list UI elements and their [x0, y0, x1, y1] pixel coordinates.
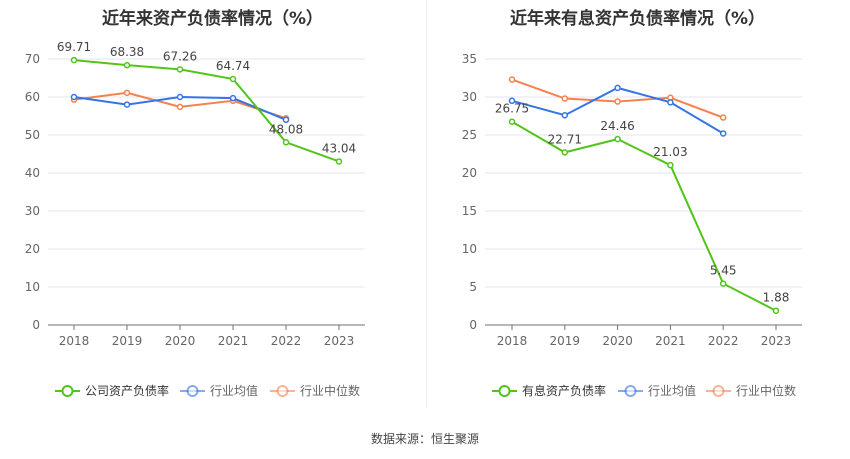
data-point [123, 61, 131, 69]
x-tick-label: 2021 [218, 334, 249, 348]
legend-marker [624, 385, 637, 397]
legend-label: 行业均值 [648, 383, 696, 398]
data-label: 26.75 [495, 102, 529, 116]
chart-title-right: 近年来有息资产负债率情况（%） [509, 9, 766, 29]
x-tick-label: 2021 [655, 334, 686, 348]
legend-label: 行业中位数 [300, 383, 360, 398]
data-label: 21.03 [653, 145, 687, 159]
x-tick-label: 2022 [708, 334, 739, 348]
legend-label: 行业中位数 [736, 383, 796, 398]
y-tick-label: 0 [469, 318, 477, 332]
y-tick-label: 40 [25, 166, 40, 180]
divider [426, 0, 427, 408]
x-tick-label: 2020 [165, 334, 196, 348]
x-tick-label: 2019 [112, 334, 143, 348]
data-point [123, 89, 131, 97]
y-tick-label: 25 [462, 128, 477, 142]
data-point [508, 76, 516, 83]
legend-label: 公司资产负债率 [85, 383, 169, 398]
data-point [719, 114, 727, 121]
data-label: 22.71 [548, 132, 582, 146]
y-tick-label: 30 [462, 90, 477, 104]
y-tick-label: 15 [462, 204, 477, 218]
series-line [511, 120, 777, 312]
data-point [614, 84, 621, 92]
data-point [719, 280, 727, 287]
y-tick-label: 0 [32, 318, 40, 332]
data-label: 48.08 [269, 122, 303, 136]
data-point [229, 94, 237, 102]
data-point [176, 66, 184, 73]
x-tick-label: 2018 [497, 334, 528, 348]
x-tick-label: 2023 [761, 334, 792, 348]
data-point [508, 118, 516, 125]
data-source: 数据来源：恒生聚源 [370, 432, 479, 446]
data-label: 43.04 [322, 141, 356, 155]
y-tick-label: 10 [462, 242, 477, 256]
x-tick-label: 2018 [59, 334, 90, 348]
data-point [667, 161, 674, 169]
y-tick-label: 50 [25, 128, 40, 142]
chart-title-left: 近年来资产负债率情况（%） [101, 9, 324, 29]
y-tick-label: 10 [25, 280, 40, 294]
series-line [73, 59, 340, 163]
data-point [561, 149, 569, 156]
y-tick-label: 70 [25, 52, 40, 66]
legend-marker [61, 385, 74, 397]
data-point [176, 103, 184, 111]
data-point [123, 101, 131, 108]
data-label: 68.38 [110, 45, 144, 59]
x-tick-label: 2019 [550, 334, 581, 348]
data-point [508, 97, 516, 105]
data-point [561, 111, 569, 119]
data-point [282, 116, 290, 124]
data-point [614, 135, 621, 143]
y-tick-label: 20 [25, 242, 40, 256]
data-point [614, 98, 621, 105]
data-label: 24.46 [600, 119, 634, 133]
data-point [176, 93, 184, 101]
data-point [282, 139, 290, 146]
legend-marker [276, 385, 289, 397]
legend-marker [498, 385, 511, 397]
data-point [719, 130, 727, 137]
data-point [70, 56, 78, 64]
x-tick-label: 2022 [271, 334, 302, 348]
data-label: 1.88 [763, 291, 790, 305]
x-tick-label: 2020 [602, 334, 633, 348]
y-tick-label: 60 [25, 90, 40, 104]
data-label: 69.71 [57, 40, 91, 54]
data-label: 64.74 [216, 59, 250, 73]
y-tick-label: 30 [25, 204, 40, 218]
y-tick-label: 20 [462, 166, 477, 180]
legend-label: 有息资产负债率 [522, 383, 606, 398]
y-tick-label: 35 [462, 52, 477, 66]
y-tick-label: 5 [469, 280, 477, 294]
data-point [772, 307, 780, 314]
data-point [70, 93, 78, 101]
data-point [667, 99, 674, 106]
data-point [229, 75, 237, 83]
data-point [561, 95, 569, 102]
data-label: 67.26 [163, 49, 197, 63]
legend-label: 行业均值 [210, 383, 258, 398]
x-tick-label: 2023 [324, 334, 355, 348]
legend-marker [186, 385, 199, 397]
data-label: 5.45 [710, 264, 737, 278]
legend-marker [712, 385, 725, 397]
data-point [335, 158, 343, 165]
